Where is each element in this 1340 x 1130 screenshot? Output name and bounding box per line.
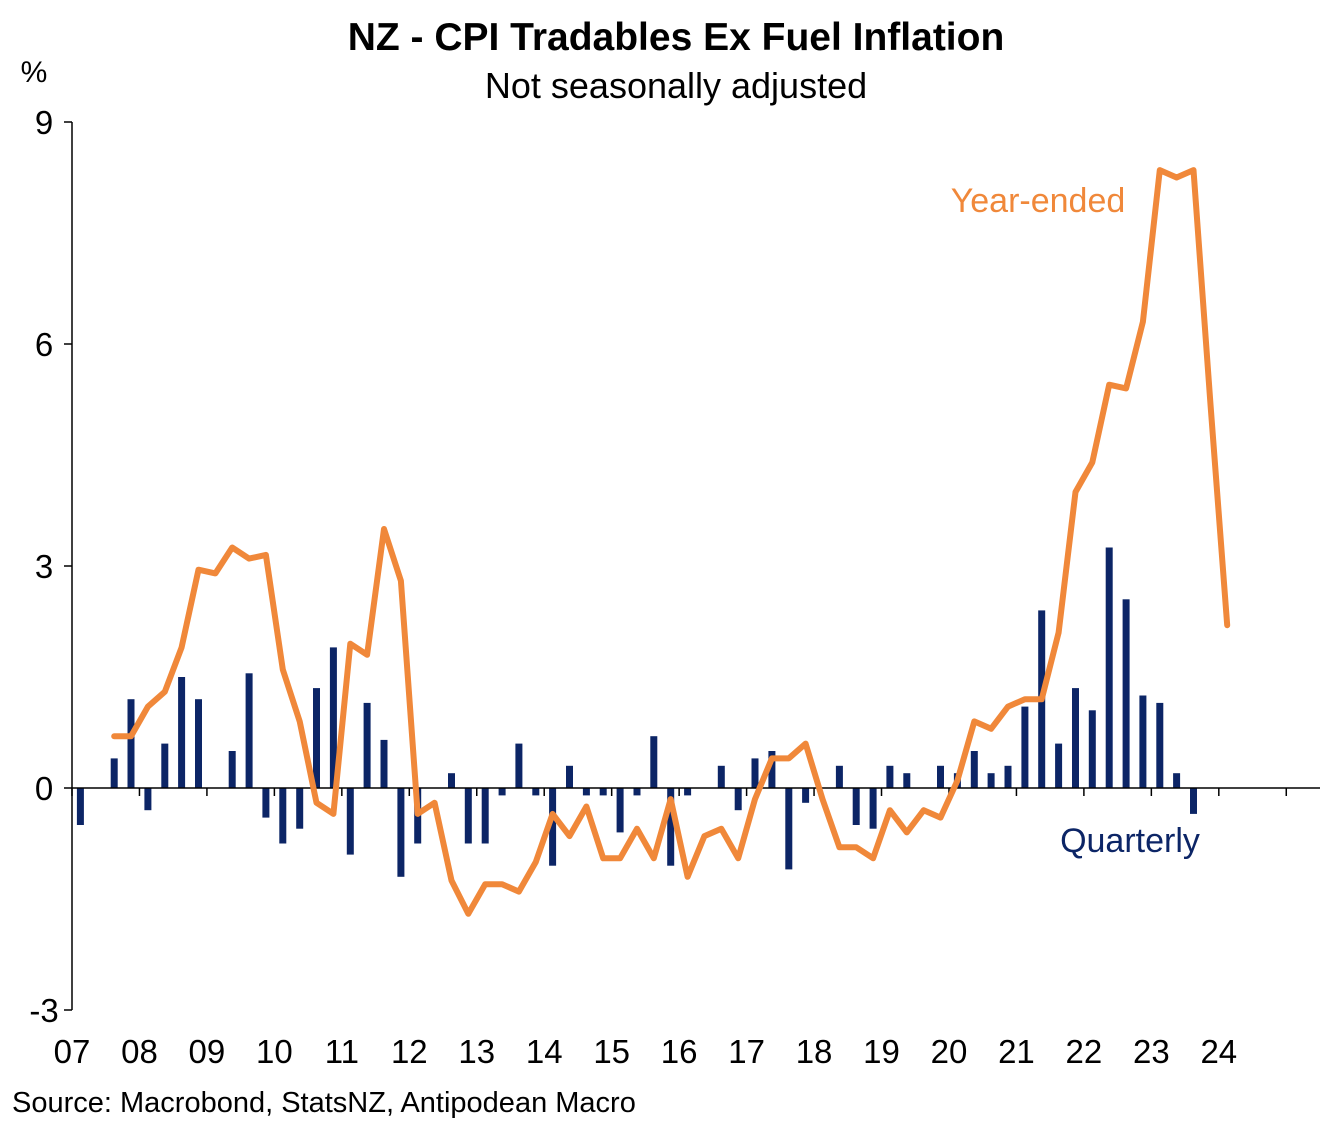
quarterly-bar xyxy=(549,788,557,866)
quarterly-bar xyxy=(329,647,337,788)
quarterly-bar xyxy=(970,751,978,788)
quarterly-bar xyxy=(397,788,405,877)
quarterly-bar xyxy=(852,788,860,825)
x-tick-label: 22 xyxy=(1066,1033,1103,1070)
quarterly-bar xyxy=(937,765,944,788)
y-tick-label: 0 xyxy=(35,770,53,807)
quarterly-bar xyxy=(498,788,506,796)
y-tick-label: 9 xyxy=(35,104,53,141)
quarterly-bar xyxy=(768,751,776,788)
x-tick-label: 21 xyxy=(998,1033,1035,1070)
quarterly-bar xyxy=(886,765,894,788)
quarterly-bar xyxy=(127,699,135,788)
quarterly-bar xyxy=(1190,788,1197,814)
series-label-quarterly: Quarterly xyxy=(1060,822,1200,860)
x-tick-label: 14 xyxy=(526,1033,563,1070)
x-tick-label: 20 xyxy=(931,1033,968,1070)
quarterly-bars xyxy=(76,547,1197,877)
quarterly-bar xyxy=(346,788,354,855)
quarterly-bar xyxy=(1122,599,1130,788)
x-tick-label: 09 xyxy=(189,1033,226,1070)
quarterly-bar xyxy=(987,773,995,788)
quarterly-bar xyxy=(228,751,236,788)
quarterly-bar xyxy=(76,788,84,825)
quarterly-bar xyxy=(515,743,523,788)
quarterly-bar xyxy=(1105,547,1113,788)
x-tick-label: 19 xyxy=(863,1033,900,1070)
quarterly-bar xyxy=(566,765,573,788)
x-tick-label: 15 xyxy=(593,1033,630,1070)
x-tick-label: 10 xyxy=(256,1033,293,1070)
quarterly-bar xyxy=(279,788,287,844)
axes xyxy=(64,121,1320,1011)
quarterly-bar xyxy=(245,673,253,788)
chart-title: NZ - CPI Tradables Ex Fuel Inflation xyxy=(348,16,1005,59)
quarterly-bar xyxy=(464,788,472,844)
x-tick-label: 18 xyxy=(796,1033,833,1070)
y-tick-label: 3 xyxy=(35,548,53,585)
quarterly-bar xyxy=(684,788,692,796)
y-axis-unit-label: % xyxy=(21,56,48,89)
quarterly-bar xyxy=(178,677,186,788)
x-tick-label: 17 xyxy=(728,1033,765,1070)
quarterly-bar xyxy=(262,788,270,818)
quarterly-bar xyxy=(296,788,304,829)
quarterly-bar xyxy=(734,788,742,811)
series-label-year-ended: Year-ended xyxy=(951,182,1126,220)
y-tick-labels: -3 0 3 6 9 xyxy=(29,104,58,1029)
quarterly-bar xyxy=(313,688,320,788)
quarterly-bar xyxy=(802,788,810,803)
quarterly-bar xyxy=(869,788,877,829)
source-note: Source: Macrobond, StatsNZ, Antipodean M… xyxy=(12,1087,636,1119)
quarterly-bar xyxy=(380,739,388,788)
quarterly-bar xyxy=(650,736,658,788)
quarterly-bar xyxy=(903,773,911,788)
chart-subtitle: Not seasonally adjusted xyxy=(485,65,867,106)
quarterly-bar xyxy=(633,788,641,796)
x-tick-label: 07 xyxy=(54,1033,91,1070)
quarterly-bar xyxy=(1139,695,1147,788)
quarterly-bar xyxy=(835,765,843,788)
quarterly-bar xyxy=(582,788,590,796)
quarterly-bar xyxy=(481,788,489,844)
quarterly-bar xyxy=(110,758,118,788)
x-tick-label: 08 xyxy=(121,1033,158,1070)
quarterly-bar xyxy=(1088,710,1096,788)
quarterly-bar xyxy=(1173,773,1181,788)
quarterly-bar xyxy=(1021,706,1029,788)
x-tick-label: 24 xyxy=(1200,1033,1237,1070)
quarterly-bar xyxy=(1055,743,1063,788)
y-tick-label: 6 xyxy=(35,326,53,363)
quarterly-bar xyxy=(448,773,455,788)
x-tick-label: 13 xyxy=(458,1033,495,1070)
quarterly-bar xyxy=(667,788,675,866)
y-tick-label: -3 xyxy=(29,992,58,1029)
quarterly-bar xyxy=(1004,765,1012,788)
quarterly-bar xyxy=(161,743,169,788)
quarterly-bar xyxy=(1156,702,1164,788)
quarterly-bar xyxy=(363,702,371,788)
quarterly-bar xyxy=(785,788,793,870)
x-tick-label: 11 xyxy=(325,1033,359,1070)
year-ended-line-layer xyxy=(111,167,1231,917)
quarterly-bar xyxy=(195,699,202,788)
x-tick-label: 23 xyxy=(1133,1033,1170,1070)
quarterly-bar xyxy=(1072,688,1079,788)
x-tick-label: 12 xyxy=(391,1033,428,1070)
year-ended-line xyxy=(111,167,1231,917)
x-tick-label: 16 xyxy=(661,1033,698,1070)
quarterly-bar xyxy=(144,788,152,811)
quarterly-bar xyxy=(751,758,759,788)
quarterly-bar xyxy=(616,788,624,833)
quarterly-bar xyxy=(717,765,725,788)
quarterly-bar xyxy=(599,788,607,796)
x-tick-labels: 07 08 09 10 11 12 13 14 15 16 17 18 19 20 21 22 23 24 xyxy=(54,1033,1238,1070)
quarterly-bar xyxy=(532,788,540,796)
